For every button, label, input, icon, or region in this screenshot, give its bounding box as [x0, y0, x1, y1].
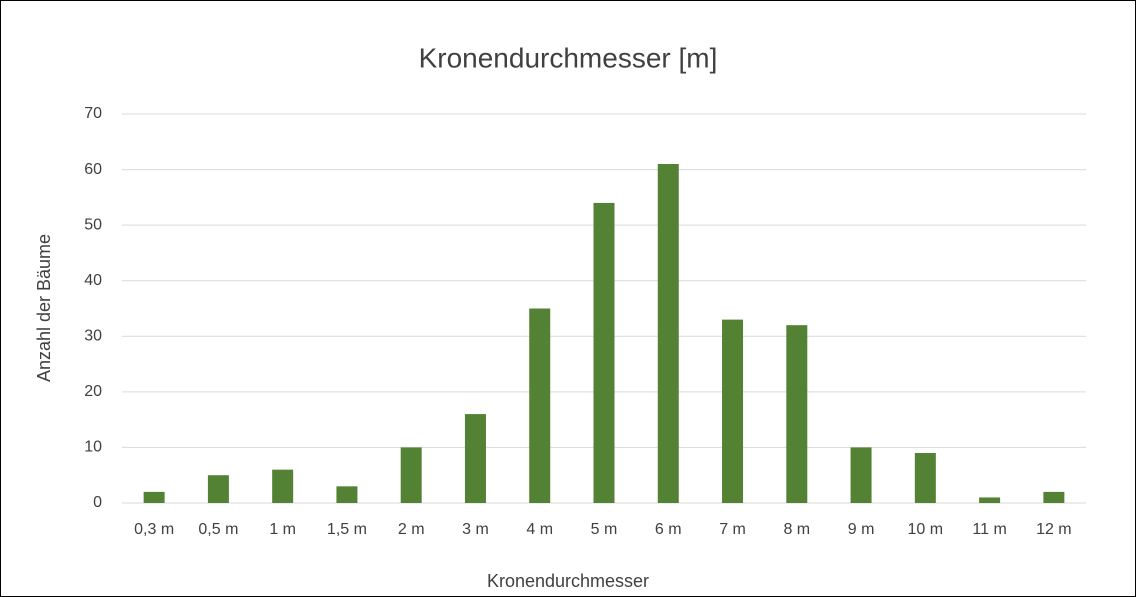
y-axis-label: Anzahl der Bäume: [34, 234, 54, 382]
bar: [914, 452, 936, 503]
y-tick-label: 0: [93, 494, 102, 511]
x-tick-label: 6 m: [655, 521, 682, 538]
y-tick-label: 50: [84, 216, 102, 233]
y-tick-label: 40: [84, 272, 102, 289]
x-tick-label: 9 m: [848, 521, 875, 538]
bar: [143, 491, 165, 503]
x-tick-label: 10 m: [908, 521, 944, 538]
x-tick-label: 1 m: [269, 521, 296, 538]
bar: [722, 319, 744, 503]
bar: [529, 308, 551, 503]
bar: [593, 202, 615, 503]
y-tick-label: 20: [84, 383, 102, 400]
x-tick-label: 4 m: [526, 521, 553, 538]
bar: [207, 475, 229, 503]
x-tick-label: 5 m: [591, 521, 618, 538]
bar: [657, 164, 679, 503]
bar: [1043, 491, 1065, 503]
y-tick-label: 70: [84, 105, 102, 122]
y-tick-label: 10: [84, 439, 102, 456]
x-tick-label: 2 m: [398, 521, 425, 538]
x-tick-label: 1,5 m: [327, 521, 367, 538]
x-tick-label: 0,5 m: [198, 521, 238, 538]
bar: [336, 486, 358, 503]
x-tick-label: 11 m: [972, 521, 1006, 538]
bar: [272, 469, 294, 503]
x-axis-label: Kronendurchmesser: [487, 571, 649, 591]
x-tick-label: 3 m: [462, 521, 489, 538]
bar: [464, 414, 486, 503]
bar: [979, 497, 1001, 503]
bar: [786, 325, 808, 503]
bar: [400, 447, 422, 503]
bar: [850, 447, 872, 503]
chart-title: Kronendurchmesser [m]: [419, 42, 718, 73]
x-tick-label: 0,3 m: [134, 521, 174, 538]
x-tick-label: 8 m: [783, 521, 810, 538]
x-tick-label: 7 m: [719, 521, 746, 538]
y-tick-label: 30: [84, 328, 102, 345]
y-tick-label: 60: [84, 161, 102, 178]
x-tick-label: 12 m: [1036, 521, 1072, 538]
